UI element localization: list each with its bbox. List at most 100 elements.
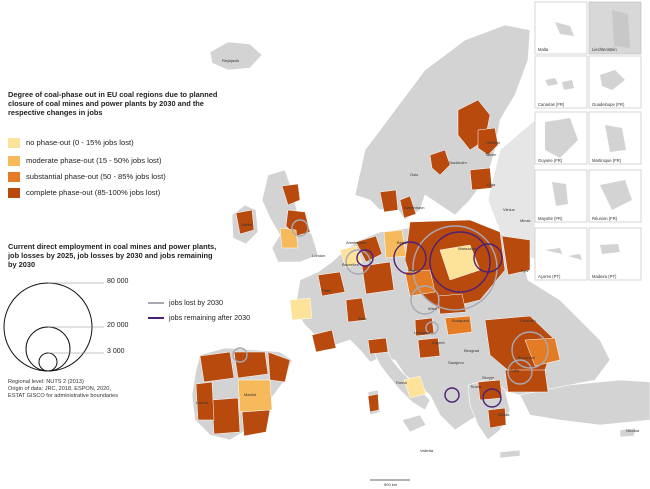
circle-silesia-remaining: [429, 231, 491, 293]
coal-regions: [195, 99, 561, 437]
city-label: Madrid: [244, 392, 257, 397]
region-spain-ne: [267, 351, 291, 383]
size-circle-20000: [25, 326, 71, 372]
city-label: Praha: [408, 268, 419, 273]
city-label: Amsterdam: [346, 240, 367, 245]
legend-phaseout-title-line: Degree of coal-phase out in EU coal regi…: [8, 90, 218, 99]
city-label: Budapest: [452, 318, 469, 323]
source-line: Origin of data: JRC, 2018, ESPON, 2020,: [8, 386, 111, 392]
legend-label: moderate phase-out (15 - 50% jobs lost): [26, 156, 162, 165]
region-denmark: [379, 189, 399, 213]
region-greece-n: [477, 379, 503, 401]
inset-label-malta: Malta: [538, 47, 549, 52]
city-label: Bern: [358, 316, 367, 321]
source-line: ESTAT GISCO for administrative boundarie…: [8, 393, 119, 399]
region-romania-s: [524, 337, 561, 367]
city-label: Chisinau: [520, 318, 536, 323]
city-label: Sarajevo: [448, 360, 464, 365]
region-spain-s: [211, 397, 241, 435]
legend-swatch: [8, 171, 20, 182]
legend-swatch: [8, 155, 20, 166]
region-italy-s: [403, 375, 427, 399]
legend-label: complete phase-out (85-100% jobs lost): [26, 188, 161, 197]
legend-phaseout-title: Degree of coal-phase out in EU coal regi…: [8, 90, 268, 117]
martinique-shape: [605, 125, 626, 152]
city-label: Vilnius: [503, 207, 515, 212]
region-france-w: [289, 297, 313, 321]
region-germany-w: [355, 235, 383, 263]
region-czech: [404, 269, 436, 297]
inset-label-guadeloupe: Guadeloupe (FR): [592, 102, 625, 107]
inset-shapes: [545, 10, 632, 260]
city-label: Skopje: [482, 375, 495, 380]
region-france-e: [345, 297, 367, 323]
city-label: Nicosia: [626, 428, 640, 433]
malta-shape: [555, 22, 574, 36]
region-france-s: [311, 329, 337, 353]
legend-employment-title-line: Current direct employment in coal mines …: [8, 242, 217, 251]
legend-item-complete: complete phase-out (85-100% jobs lost): [8, 187, 160, 198]
city-label: Warszawa: [458, 246, 477, 251]
circle-romania: [511, 331, 549, 369]
legend-line-swatch: [148, 316, 164, 319]
guyane-shape: [545, 118, 578, 158]
region-norway-s: [399, 195, 417, 219]
city-label: Lisboa: [196, 400, 208, 405]
guadeloupe-shape: [600, 70, 625, 90]
region-sweden-south: [429, 149, 451, 176]
region-scotland: [281, 183, 301, 206]
size-circle-3000: [38, 352, 58, 372]
legend-phaseout-title-line: respective changes in jobs: [8, 108, 103, 117]
scale-bar-label: 500 km: [384, 482, 398, 487]
region-sardinia: [367, 393, 380, 413]
legend-employment-title-line: by 2030: [8, 260, 36, 269]
legend-item-substantial: substantial phase-out (50 - 85% jobs los…: [8, 171, 166, 182]
cyprus: [619, 427, 637, 438]
size-label-3000: 3 000: [107, 348, 125, 355]
region-france-ne: [317, 271, 346, 297]
acores-shape: [545, 248, 582, 260]
city-label: Dublin: [241, 222, 253, 227]
legend-swatch: [8, 187, 20, 198]
region-spain-center: [237, 379, 273, 413]
city-label: London: [312, 253, 326, 258]
city-label: Minsk: [520, 218, 531, 223]
region-finland: [477, 127, 499, 156]
legend-item-no-phaseout: no phase-out (0 - 15% jobs lost): [8, 137, 134, 148]
circle-germany-w2: [356, 249, 374, 267]
region-baltic: [469, 167, 493, 191]
legend-jobs-lost: jobs lost by 2030: [148, 298, 223, 307]
legend-employment-title: Current direct employment in coal mines …: [8, 242, 268, 269]
region-italy-n: [367, 337, 389, 355]
inset-canarias: [534, 55, 588, 109]
circle-germany-w: [345, 249, 371, 275]
city-label: Bruxelles: [342, 262, 359, 267]
city-label: Wien: [428, 306, 438, 311]
circle-czech: [410, 285, 440, 315]
inset-madeira: [588, 227, 642, 281]
city-label: Paris: [322, 288, 332, 293]
size-label-20000: 20 000: [107, 322, 129, 329]
region-croatia: [417, 337, 441, 359]
region-ireland: [235, 209, 255, 235]
city-label: Stockholm: [448, 160, 467, 165]
city-label: København: [404, 205, 425, 210]
circle-poland-e: [473, 243, 503, 273]
inset-label-mayotte: Mayotte (FR): [538, 216, 563, 221]
region-greece-s: [487, 407, 507, 429]
region-slovakia: [437, 293, 467, 315]
circle-spain: [232, 347, 248, 363]
city-label: Sofia: [510, 368, 520, 373]
legend-label: substantial phase-out (50 - 85% jobs los…: [26, 172, 166, 181]
legend-line-label: jobs remaining after 2030: [169, 313, 251, 322]
source-line: Regional level: NUTS 2 (2013): [8, 379, 84, 385]
circle-greece: [482, 388, 502, 408]
circle-uk: [291, 219, 309, 237]
city-label: Beograd: [464, 348, 480, 353]
city-label: Reykjavik: [222, 58, 240, 63]
size-label-80000: 80 000: [107, 278, 129, 285]
crete: [499, 449, 521, 459]
legend-employment-title-line: job losses by 2025, job losses by 2030 a…: [8, 251, 213, 260]
